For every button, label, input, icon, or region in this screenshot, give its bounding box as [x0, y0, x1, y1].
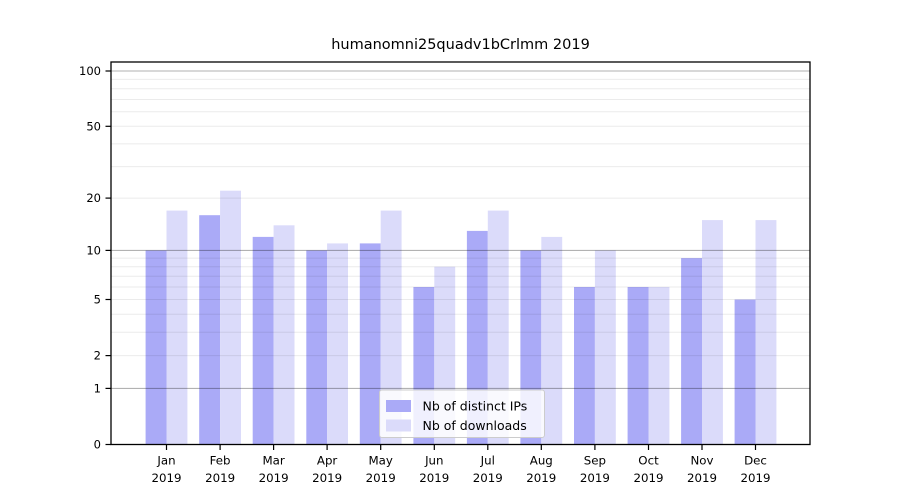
x-axis-month-label-aug: Aug	[530, 454, 553, 468]
x-axis-month-label-sep: Sep	[584, 454, 606, 468]
bar-nb-of-distinct-ips-sep	[574, 287, 595, 445]
x-axis-year-label-aug: 2019	[526, 471, 556, 485]
legend-swatch-nb-of-downloads	[386, 419, 411, 432]
bar-nb-of-distinct-ips-oct	[627, 287, 649, 445]
bar-nb-of-downloads-jan	[166, 210, 188, 445]
bar-nb-of-downloads-mar	[273, 225, 295, 445]
bar-nb-of-downloads-nov	[702, 220, 723, 445]
bar-nb-of-downloads-aug	[541, 236, 563, 445]
legend-box	[379, 389, 545, 438]
legend-label-nb-of-distinct-ips: Nb of distinct IPs	[423, 399, 528, 414]
bar-nb-of-downloads-apr	[327, 243, 348, 445]
x-axis-year-label-nov: 2019	[687, 471, 717, 485]
x-axis-year-label-may: 2019	[366, 471, 396, 485]
bar-nb-of-distinct-ips-jan	[145, 250, 167, 445]
bar-nb-of-downloads-sep	[594, 250, 616, 445]
plot-border	[110, 61, 811, 446]
bar-nb-of-distinct-ips-dec	[734, 299, 756, 445]
x-axis-year-label-oct: 2019	[633, 471, 663, 485]
legend-swatch-nb-of-distinct-ips	[386, 400, 411, 412]
x-axis-month-label-jan: Jan	[156, 454, 175, 468]
y-axis-tick-label-5: 5	[94, 293, 101, 307]
x-axis-month-label-oct: Oct	[638, 454, 659, 468]
x-axis-year-label-jan: 2019	[151, 471, 181, 485]
x-axis-month-label-dec: Dec	[744, 454, 767, 468]
x-axis-year-label-sep: 2019	[580, 471, 610, 485]
bar-nb-of-downloads-jul	[487, 210, 509, 445]
x-axis-month-label-apr: Apr	[317, 454, 338, 468]
y-axis-tick-label-2: 2	[94, 349, 101, 363]
x-axis-year-label-jun: 2019	[419, 471, 449, 485]
y-axis-tick-label-50: 50	[86, 119, 101, 133]
x-axis-month-label-jun: Jun	[424, 454, 443, 468]
x-axis-month-label-nov: Nov	[690, 454, 713, 468]
bar-nb-of-downloads-feb	[220, 190, 241, 445]
x-axis-year-label-dec: 2019	[740, 471, 770, 485]
y-axis-tick-label-10: 10	[86, 244, 101, 258]
bar-nb-of-downloads-dec	[755, 220, 777, 445]
x-axis-month-label-feb: Feb	[210, 454, 231, 468]
x-axis-year-label-apr: 2019	[312, 471, 342, 485]
chart-title: humanomni25quadv1bCrlmm 2019	[331, 37, 590, 53]
x-axis-month-label-may: May	[369, 454, 393, 468]
y-axis-tick-label-100: 100	[79, 64, 101, 78]
bar-nb-of-distinct-ips-feb	[199, 215, 221, 445]
y-axis-tick-label-0: 0	[94, 438, 101, 452]
legend-label-nb-of-downloads: Nb of downloads	[423, 418, 527, 433]
y-axis-tick-label-1: 1	[94, 382, 101, 396]
bar-nb-of-downloads-oct	[648, 287, 670, 445]
x-axis-year-label-feb: 2019	[205, 471, 235, 485]
x-axis-year-label-jul: 2019	[473, 471, 503, 485]
bar-nb-of-distinct-ips-nov	[681, 258, 702, 445]
bar-nb-of-downloads-may	[380, 210, 402, 445]
bar-nb-of-distinct-ips-may	[359, 243, 381, 445]
y-axis-tick-label-20: 20	[86, 191, 101, 205]
bar-nb-of-distinct-ips-mar	[252, 236, 274, 445]
x-axis-month-label-mar: Mar	[262, 454, 284, 468]
bar-nb-of-distinct-ips-apr	[306, 250, 328, 445]
x-axis-year-label-mar: 2019	[259, 471, 289, 485]
x-axis-month-label-jul: Jul	[480, 454, 495, 468]
